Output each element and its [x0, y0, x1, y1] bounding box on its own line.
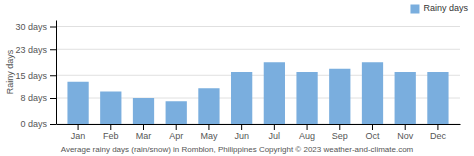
bar	[395, 72, 416, 124]
bar	[296, 72, 317, 124]
y-tick-label: 15 days	[15, 71, 47, 81]
x-tick-label: Jan	[71, 131, 86, 141]
x-tick-label: Mar	[136, 131, 152, 141]
legend-item: Rainy days	[410, 3, 468, 13]
x-tick-label: Nov	[397, 131, 414, 141]
bar	[100, 92, 121, 125]
x-tick: Jul	[269, 124, 281, 141]
x-tick: Dec	[430, 124, 447, 141]
x-tick-label: Dec	[430, 131, 447, 141]
y-tick-label: 0 days	[20, 119, 47, 129]
x-tick-mark	[405, 124, 406, 130]
y-axis: 0 days 8 days 15 days 23 days 30 days	[15, 21, 56, 130]
grid	[56, 27, 460, 125]
x-axis-line	[57, 124, 461, 125]
bar	[67, 82, 88, 124]
bar	[198, 88, 219, 124]
y-tick: 30 days	[15, 22, 56, 32]
bar	[133, 98, 154, 124]
x-tick-label: Feb	[103, 131, 119, 141]
x-tick-mark	[307, 124, 308, 130]
x-tick-mark	[176, 124, 177, 130]
caption: Average rainy days (rain/snow) in Romblo…	[61, 145, 414, 154]
x-tick-mark	[339, 124, 340, 130]
y-tick: 0 days	[20, 119, 56, 129]
y-axis-title: Rainy days	[5, 49, 15, 94]
bar	[362, 62, 383, 124]
y-tick-label: 8 days	[20, 93, 47, 103]
x-tick: May	[200, 124, 218, 141]
legend: Rainy days	[410, 3, 468, 13]
y-tick-label: 23 days	[15, 45, 47, 55]
y-tick-mark	[50, 49, 56, 50]
x-tick-mark	[208, 124, 209, 130]
x-tick-mark	[274, 124, 275, 130]
legend-swatch	[410, 5, 419, 14]
x-tick: Apr	[169, 124, 183, 141]
x-tick-label: Apr	[169, 131, 183, 141]
x-tick-mark	[372, 124, 373, 130]
y-tick-label: 30 days	[15, 22, 47, 32]
bar	[329, 69, 350, 124]
x-tick-label: Jul	[269, 131, 281, 141]
x-tick: Oct	[365, 124, 380, 141]
grid-line	[56, 26, 460, 27]
x-tick: Jun	[234, 124, 249, 141]
x-tick-label: Jun	[234, 131, 249, 141]
x-tick: Feb	[103, 124, 119, 141]
y-tick-mark	[50, 124, 56, 125]
y-tick: 15 days	[15, 71, 56, 81]
y-tick-mark	[50, 98, 56, 99]
y-tick-mark	[50, 75, 56, 76]
y-tick: 8 days	[20, 93, 56, 103]
x-tick-mark	[110, 124, 111, 130]
y-tick: 23 days	[15, 45, 56, 55]
x-tick-label: Aug	[299, 131, 315, 141]
plot: Jan Feb Mar Apr May Jun Jul Aug Sep Oct Nov Dec 0 da…	[15, 21, 460, 142]
marks	[67, 62, 448, 124]
grid-line	[56, 49, 460, 50]
bar	[427, 72, 448, 124]
legend-label: Rainy days	[423, 3, 468, 13]
bar	[166, 101, 187, 124]
bar	[231, 72, 252, 124]
x-tick: Aug	[299, 124, 315, 141]
x-tick: Sep	[332, 124, 348, 141]
x-tick-label: May	[200, 131, 218, 141]
y-axis-line	[56, 21, 57, 125]
x-tick-mark	[241, 124, 242, 130]
x-tick: Mar	[136, 124, 152, 141]
x-axis: Jan Feb Mar Apr May Jun Jul Aug Sep Oct Nov Dec	[57, 124, 461, 141]
x-tick-label: Oct	[365, 131, 380, 141]
x-tick: Nov	[397, 124, 414, 141]
x-tick-mark	[78, 124, 79, 130]
x-tick-mark	[143, 124, 144, 130]
x-tick-label: Sep	[332, 131, 348, 141]
x-tick-mark	[437, 124, 438, 130]
chart: Jan Feb Mar Apr May Jun Jul Aug Sep Oct Nov Dec 0 da…	[0, 0, 474, 156]
x-tick: Jan	[71, 124, 86, 141]
bar	[264, 62, 285, 124]
y-tick-mark	[50, 27, 56, 28]
